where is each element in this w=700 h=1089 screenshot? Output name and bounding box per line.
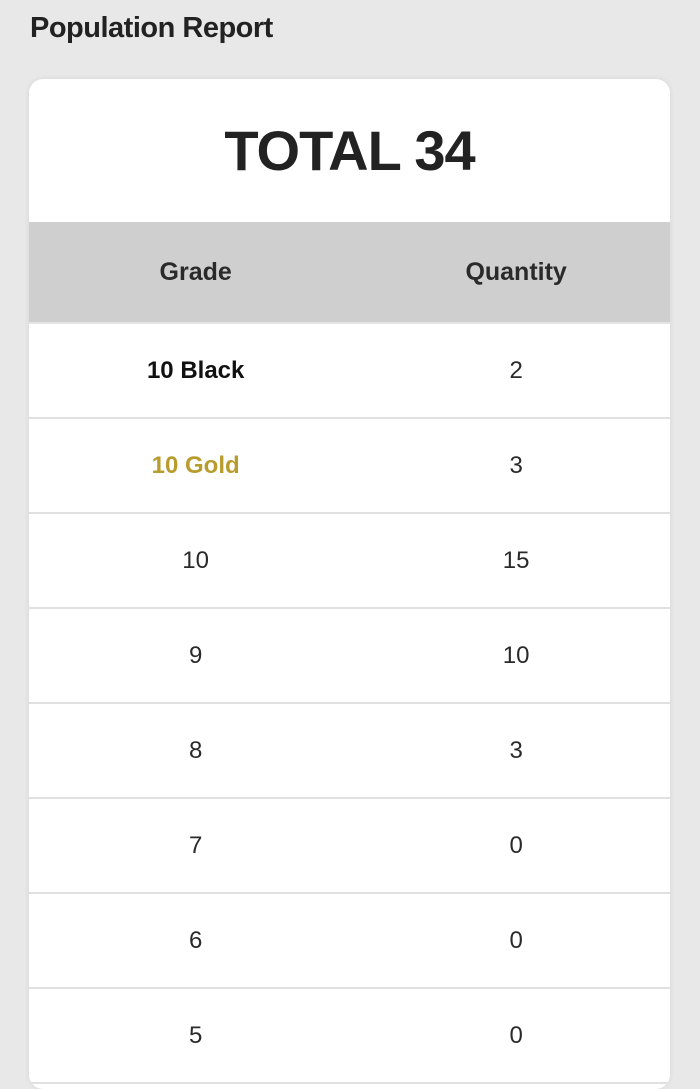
quantity-cell: 0 [509,831,523,859]
quantity-cell: 3 [509,451,523,479]
grade-cell: 9 [188,641,203,669]
column-header-grade: Grade [159,257,232,286]
grade-cell: 8 [188,736,203,764]
total-count: TOTAL 34 [224,119,475,182]
table-row: 10 Black 2 [29,324,670,419]
grade-cell: 6 [188,926,203,954]
quantity-cell: 0 [509,1021,523,1049]
table-header: Grade Quantity [29,222,670,324]
quantity-cell: 3 [509,736,523,764]
table-row: 9 10 [29,609,670,704]
table-row: 10 15 [29,514,670,609]
quantity-cell: 15 [502,546,530,574]
page-title: Population Report [30,12,273,44]
quantity-cell: 0 [509,926,523,954]
grade-cell: 10 Gold [151,451,240,479]
table-row: 10 Gold 3 [29,419,670,514]
grade-cell: 10 [182,546,209,574]
quantity-cell: 2 [509,356,523,384]
column-header-quantity: Quantity [465,257,567,286]
table-body: 10 Black 2 10 Gold 3 10 15 9 10 8 3 7 0 6 0 5 0 [29,324,670,1084]
grade-cell: 5 [188,1021,203,1049]
grade-cell: 10 Black [146,356,245,384]
quantity-cell: 10 [502,641,530,669]
population-card: TOTAL 34 Grade Quantity 10 Black 2 10 Gold… [29,79,670,1089]
grade-cell: 7 [188,831,203,859]
